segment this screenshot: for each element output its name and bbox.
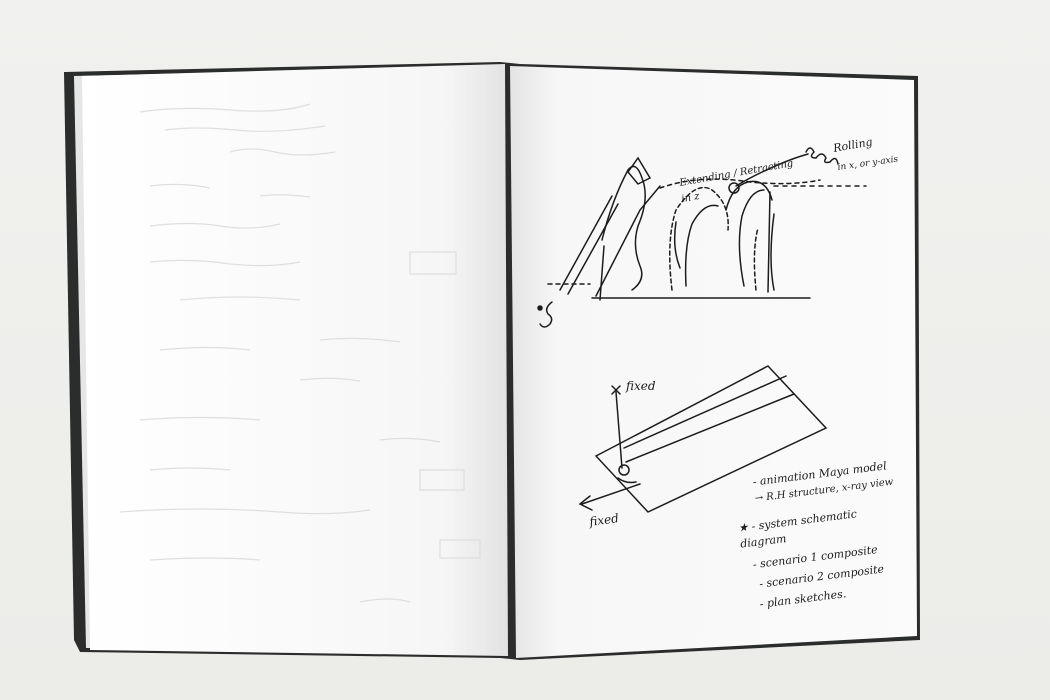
left-page	[82, 64, 508, 656]
left-page-show-through	[119, 103, 481, 603]
sketch-mechanism	[537, 147, 867, 328]
label-fixed-top: fixed	[625, 379, 656, 393]
note-line-4: diagram	[739, 532, 787, 551]
sketch-panel-diagram	[578, 365, 828, 513]
label-fixed-bottom: fixed	[587, 511, 620, 529]
label-extending-axis: in z	[681, 191, 701, 205]
